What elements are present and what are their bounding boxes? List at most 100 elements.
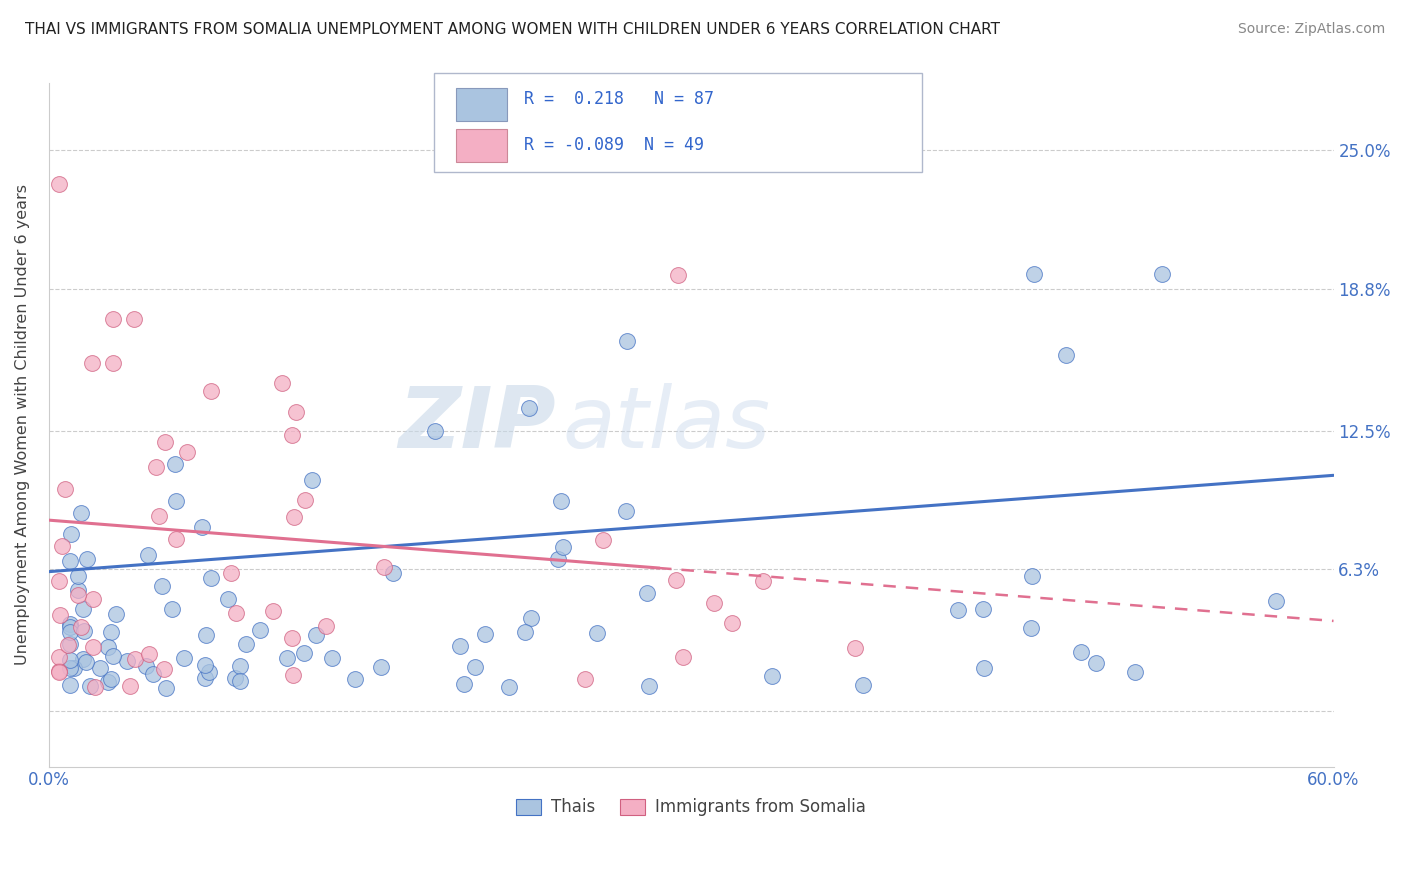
Point (163, 457, 186, 471)
Point (89, 661, 111, 675)
Point (191, 520, 214, 534)
Point (262, 604, 284, 618)
Point (844, 641, 866, 656)
Point (614, 503, 637, 517)
Point (370, 660, 392, 674)
Point (115, 654, 138, 668)
Point (373, 560, 395, 574)
Point (636, 586, 658, 600)
Point (48, 177, 70, 191)
Point (550, 493, 572, 508)
Point (165, 494, 187, 508)
Point (59, 625, 82, 640)
Point (101, 311, 124, 326)
Point (235, 638, 257, 652)
Point (551, 540, 574, 554)
Point (672, 650, 695, 665)
Text: atlas: atlas (562, 384, 770, 467)
Point (852, 678, 875, 692)
Point (1022, 267, 1045, 281)
Point (423, 424, 446, 438)
Point (173, 650, 195, 665)
Point (101, 356, 124, 370)
Text: R = -0.089  N = 49: R = -0.089 N = 49 (524, 136, 704, 153)
Point (73, 624, 96, 638)
Point (76, 551, 98, 566)
Point (281, 428, 304, 442)
Point (321, 651, 343, 665)
Point (79, 679, 101, 693)
Point (224, 671, 246, 685)
Point (72, 651, 94, 665)
Point (60, 526, 83, 541)
Point (97, 640, 120, 654)
Point (638, 679, 661, 693)
Point (315, 618, 337, 632)
Point (97, 674, 120, 689)
Point (666, 268, 689, 282)
Y-axis label: Unemployment Among Women with Children Under 6 years: Unemployment Among Women with Children U… (15, 185, 30, 665)
Point (124, 311, 146, 326)
Point (101, 648, 124, 663)
Point (48, 664, 70, 678)
Point (343, 672, 366, 686)
Point (59, 620, 82, 634)
Point (138, 647, 160, 661)
Point (225, 606, 247, 620)
Point (59, 661, 82, 675)
Point (973, 661, 995, 675)
Point (761, 669, 783, 683)
Point (67, 588, 90, 602)
Point (63, 661, 86, 675)
Point (271, 376, 294, 391)
Point (165, 533, 187, 547)
Point (136, 548, 159, 562)
Point (498, 680, 520, 694)
Point (294, 493, 316, 508)
Point (229, 659, 252, 673)
Point (48, 574, 70, 589)
Point (283, 510, 305, 524)
Point (66, 583, 89, 598)
Text: ZIP: ZIP (399, 384, 557, 467)
Point (194, 658, 217, 673)
Point (155, 681, 177, 695)
Point (972, 602, 994, 616)
Point (200, 571, 222, 585)
Point (82, 640, 104, 654)
Point (155, 434, 177, 449)
Point (301, 473, 323, 487)
Point (69, 506, 91, 520)
Point (48, 665, 70, 679)
Point (586, 626, 609, 640)
Point (56, 638, 79, 652)
Point (474, 627, 496, 641)
Point (517, 401, 540, 416)
Point (703, 596, 725, 610)
Point (105, 607, 128, 622)
Point (194, 671, 217, 685)
Point (513, 624, 536, 639)
Point (51, 539, 73, 553)
Text: R =  0.218   N = 87: R = 0.218 N = 87 (524, 89, 714, 108)
Point (1123, 665, 1146, 679)
Point (53, 482, 76, 496)
Point (520, 611, 543, 625)
Point (276, 650, 298, 665)
Point (59, 678, 82, 692)
Bar (456, 88, 508, 120)
Point (59, 637, 82, 651)
Point (292, 646, 315, 660)
Point (148, 509, 170, 524)
Point (48, 649, 70, 664)
Point (145, 460, 167, 475)
Point (124, 651, 146, 665)
Point (1264, 593, 1286, 607)
Point (49, 608, 72, 623)
Point (382, 566, 405, 580)
Point (59, 653, 82, 667)
Point (1021, 568, 1043, 582)
Point (1019, 621, 1042, 635)
Point (752, 574, 775, 589)
Point (616, 334, 638, 348)
